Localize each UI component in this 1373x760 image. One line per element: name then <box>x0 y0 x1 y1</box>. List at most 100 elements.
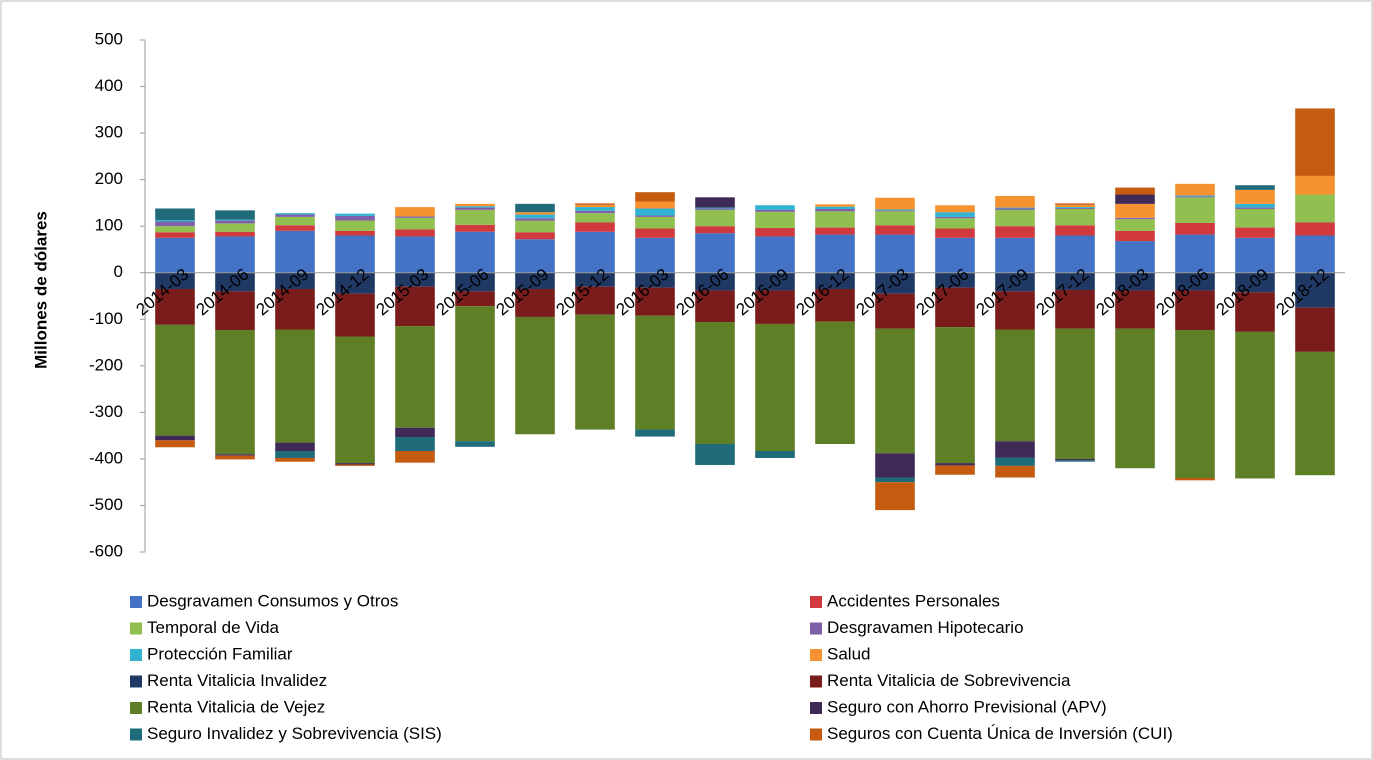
bar-segment <box>1055 460 1095 462</box>
bar-segment <box>995 237 1035 273</box>
bar-segment <box>215 236 255 273</box>
bar-segment <box>875 328 915 454</box>
bar-segment <box>215 454 255 456</box>
legend-swatch <box>130 596 142 608</box>
bar-segment <box>935 205 975 213</box>
bar-segment <box>1295 272 1335 308</box>
legend-swatch <box>810 596 822 608</box>
bar-segment <box>155 237 195 273</box>
bar-segment <box>1115 219 1155 231</box>
bar-segment <box>155 232 195 238</box>
bar-segment <box>1235 227 1275 238</box>
bar-segment <box>1175 234 1215 273</box>
bar-segment <box>935 327 975 464</box>
bar-segment <box>755 211 795 229</box>
bar-segment <box>1175 290 1215 330</box>
bar-segment <box>335 336 375 464</box>
bar-segment <box>455 224 495 232</box>
bar-segment <box>215 329 255 455</box>
bar-segment <box>515 203 555 213</box>
bar-segment <box>635 201 675 209</box>
y-tick-label: 500 <box>95 29 123 48</box>
bar-segment <box>1115 272 1155 291</box>
bar-segment <box>635 192 675 202</box>
bar-segment <box>875 453 915 478</box>
bar-segment <box>515 220 555 233</box>
bar-segment <box>275 450 315 458</box>
bar-segment <box>335 272 375 294</box>
bar-segment <box>1055 289 1095 329</box>
bar-segment <box>995 329 1035 442</box>
bar-segment <box>455 441 495 447</box>
bar-segment <box>515 212 555 215</box>
legend-label: Seguro Invalidez y Sobrevivencia (SIS) <box>147 724 442 743</box>
bar-segment <box>335 230 375 236</box>
bar-segment <box>215 291 255 330</box>
bar-segment <box>575 222 615 232</box>
bar-segment <box>695 290 735 323</box>
bar-segment <box>995 208 1035 210</box>
bar-segment <box>875 211 915 226</box>
y-tick-label: -500 <box>89 495 123 514</box>
bar-segment <box>1235 189 1275 204</box>
legend-label: Renta Vitalicia Invalidez <box>147 671 327 690</box>
legend-swatch <box>810 702 822 714</box>
bar-segment <box>395 427 435 438</box>
legend-swatch <box>130 728 142 741</box>
bar-segment <box>875 210 915 212</box>
bar-segment <box>995 441 1035 458</box>
y-tick-label: 0 <box>114 262 123 281</box>
bar-segment <box>155 289 195 325</box>
bar-segment <box>1055 208 1095 209</box>
bar-segment <box>515 232 555 240</box>
bar-segment <box>395 272 435 287</box>
legend-swatch <box>130 649 142 661</box>
bar-segment <box>1115 230 1155 242</box>
bar-segment <box>1175 183 1215 196</box>
bar-segment <box>695 207 735 209</box>
y-tick-label: 300 <box>95 123 123 142</box>
bar-segment <box>575 272 615 287</box>
bar-segment <box>395 437 435 451</box>
bar-segment <box>815 227 855 235</box>
bar-segment <box>755 272 795 291</box>
bar-segment <box>1055 208 1095 226</box>
bar-segment <box>1235 185 1275 190</box>
bar-segment <box>335 213 375 216</box>
y-tick-label: 400 <box>95 76 123 95</box>
legend-label: Seguro con Ahorro Previsional (APV) <box>827 697 1107 716</box>
bar-segment <box>1115 290 1155 329</box>
bar-segment <box>695 209 735 227</box>
bar-segment <box>1235 331 1275 479</box>
bar-segment <box>635 215 675 217</box>
bar-segment <box>695 226 735 234</box>
bar-segment <box>275 289 315 330</box>
bar-segment <box>575 210 615 214</box>
bar-segment <box>875 477 915 483</box>
y-tick-label: -200 <box>89 355 123 374</box>
legend-swatch <box>130 622 142 635</box>
legend-swatch <box>810 649 822 661</box>
bar-segment <box>575 314 615 430</box>
bar-segment <box>1055 225 1095 236</box>
bar-segment <box>1175 477 1215 481</box>
bar-segment <box>935 465 975 475</box>
bar-segment <box>395 326 435 428</box>
bar-segment <box>395 217 435 230</box>
bar-segment <box>215 272 255 292</box>
bar-segment <box>635 429 675 437</box>
bar-segment <box>935 212 975 217</box>
bar-segment <box>815 211 855 228</box>
bar-segment <box>635 228 675 238</box>
bar-segment <box>695 197 735 208</box>
bar-segment <box>875 234 915 273</box>
bar-segment <box>455 209 495 225</box>
bar-segment <box>1295 108 1335 176</box>
bar-segment <box>1295 175 1335 195</box>
y-tick-label: -600 <box>89 541 123 560</box>
bar-segment <box>635 272 675 288</box>
bar-segment <box>395 286 435 327</box>
bar-segment <box>1295 235 1335 273</box>
bar-segment <box>575 203 615 205</box>
